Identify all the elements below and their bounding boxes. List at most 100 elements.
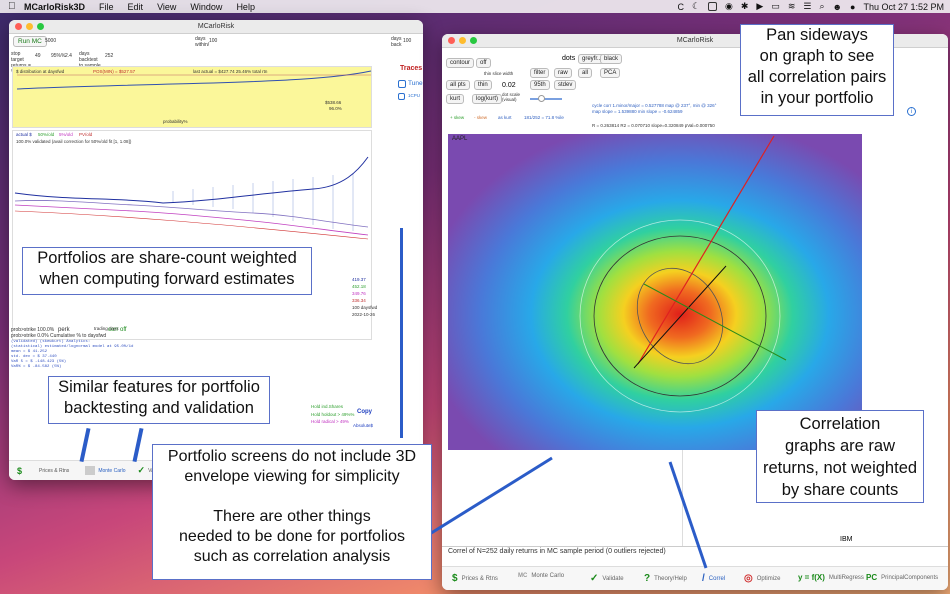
callout-pan-sideways: Pan sideways on graph to see all correla… [740,24,894,116]
thin-width-field[interactable]: 0.02 [502,82,516,89]
plot2-date: 2022-10-26 [352,312,376,317]
all-button[interactable]: all [578,68,593,78]
95th-button[interactable]: 95th [530,80,550,90]
status-moon-icon[interactable]: ☾ [691,1,701,11]
plot1-xlabel: probability% [163,119,188,124]
status-c-icon[interactable]: C [677,1,684,12]
checkmark-icon: ✓ [137,465,146,475]
fit-line-1: cycle corr 1.minor/major = 0.527788 map … [592,103,717,108]
tune-checkbox[interactable] [398,80,406,88]
plot2-value-pv: 336.34 [352,298,366,303]
confidence-field[interactable]: 2.4 [65,53,72,59]
x-axis-line [682,450,683,546]
filter-button[interactable]: filter [530,68,550,78]
tab-prices-returns[interactable]: $ Prices & Rtns [17,465,70,476]
menu-edit[interactable]: Edit [127,1,144,12]
menu-help[interactable]: Help [236,1,255,12]
plot2-value-actual: 419.37 [352,277,366,282]
pca-button[interactable]: PCA [600,68,621,78]
checkmark-icon: ✓ [590,573,599,584]
tab-correl[interactable]: / Correl [702,573,726,584]
close-icon[interactable] [15,23,22,30]
menu-view[interactable]: View [157,1,177,12]
correlation-heatmap[interactable]: AAPL [448,134,862,450]
tab-monte-carlo-r[interactable]: MC Monte Carlo [518,573,565,579]
thin-button[interactable]: thin [474,80,492,90]
dollar-chart-icon: $ [452,573,458,584]
analytics-text: (validated) (skewkurt) Analytics: (statis… [11,340,134,369]
status-play-icon[interactable]: ▶ [756,1,764,11]
absolute-button[interactable]: Absolute$ [353,423,374,428]
info-icon[interactable]: i [907,107,916,116]
days-back-field[interactable]: 100 [403,38,412,44]
close-icon[interactable] [448,37,455,44]
menubar-clock[interactable]: Thu Oct 27 1:52 PM [863,1,944,12]
xaxis-label: trading days [94,326,119,331]
status-box-icon[interactable] [708,2,718,11]
status-search-icon[interactable]: ⌕ [819,1,825,11]
status-battery-icon[interactable]: ▭ [771,1,780,11]
tab-prices-returns-r[interactable]: $ Prices & Rtns [452,573,498,584]
cpu-checkbox[interactable] [398,93,405,100]
zoom-icon[interactable] [470,37,477,44]
note-shares: Hold ind.Shares [311,404,344,409]
days-label: days within/ [195,36,210,48]
menu-app-name[interactable]: MCarloRisk3D [24,1,86,12]
tune-label: Tune [408,80,423,87]
run-mc-button[interactable]: Run MC [13,36,47,47]
stdev-button[interactable]: stdev [554,80,577,90]
status-control-icon[interactable]: ☰ [803,1,812,11]
backtest-field[interactable]: 252 [105,53,114,59]
days-field[interactable]: 100 [209,38,218,44]
backtest-lines [14,156,369,240]
backtest-plot[interactable]: actual $ 50%/old 5%/old PV/old 100.0% va… [12,130,377,340]
run-count-field[interactable]: 5000 [45,38,57,44]
monte-carlo-icon: MC [518,573,528,579]
tab-theory-help[interactable]: ? Theory/Help [644,573,687,584]
contour-button[interactable]: contour [446,58,475,68]
kurt-button[interactable]: kurt [446,94,465,104]
thin-slice-label: thin slice width [484,71,514,76]
right-window-title: MCarloRisk [676,37,714,44]
distribution-plot[interactable]: $ distribution at daysfwd POS(MIN) = $52… [12,66,372,128]
monte-carlo-icon [85,466,96,475]
tab-optimize[interactable]: ◎ Optimize [744,573,781,584]
correlation-icon: / [702,573,705,584]
status-bluetooth-icon[interactable]: ✱ [740,1,749,11]
status-record-icon[interactable]: ◉ [725,1,733,11]
minimize-icon[interactable] [26,23,33,30]
heatmap-svg [448,134,862,450]
stop-target-field[interactable]: 49 [35,53,41,59]
left-window-title: MCarloRisk [197,23,235,30]
correlation-caption: Correl of N=252 daily returns in MC samp… [448,548,666,555]
target-icon: ◎ [744,573,753,584]
plot2-daysfwd: 100 daysfwd [352,305,378,310]
tab-multiregress[interactable]: y = f(X) MultiRegress [798,573,864,582]
tab-validate-r[interactable]: ✓ Validate [590,573,624,584]
status-user-icon[interactable]: ☻ [832,1,843,12]
off-button[interactable]: off [476,58,491,68]
log-kurt-button[interactable]: log(kurt) [472,94,503,104]
apple-menu-icon[interactable]:  [8,1,18,12]
days-back-label: days back [391,36,402,48]
legend-kurt: as kurt [498,115,512,120]
black-button[interactable]: black [600,54,623,64]
raw-button[interactable]: raw [554,68,572,78]
menu-file[interactable]: File [99,1,114,12]
status-wifi-icon[interactable]: ≋ [787,1,796,11]
copy-button[interactable]: Copy [357,409,372,415]
minimize-icon[interactable] [459,37,466,44]
menu-window[interactable]: Window [190,1,223,12]
zoom-icon[interactable] [37,23,44,30]
all-pts-button[interactable]: all pts [446,80,470,90]
traces-button[interactable]: Traces [400,65,423,72]
perk-label[interactable]: perk [58,327,70,333]
caption-divider [442,546,948,547]
dot-scale-slider[interactable] [530,98,562,100]
tab-principal-components[interactable]: PC PrincipalComponents [866,573,939,582]
tab-monte-carlo[interactable]: Monte Carlo [85,466,126,475]
corr-off-label[interactable]: corr off [108,327,127,333]
cpu-label: 1CPU [408,93,421,98]
dot-scale-slider-knob[interactable] [538,95,545,102]
status-siri-icon[interactable]: ● [850,1,856,12]
